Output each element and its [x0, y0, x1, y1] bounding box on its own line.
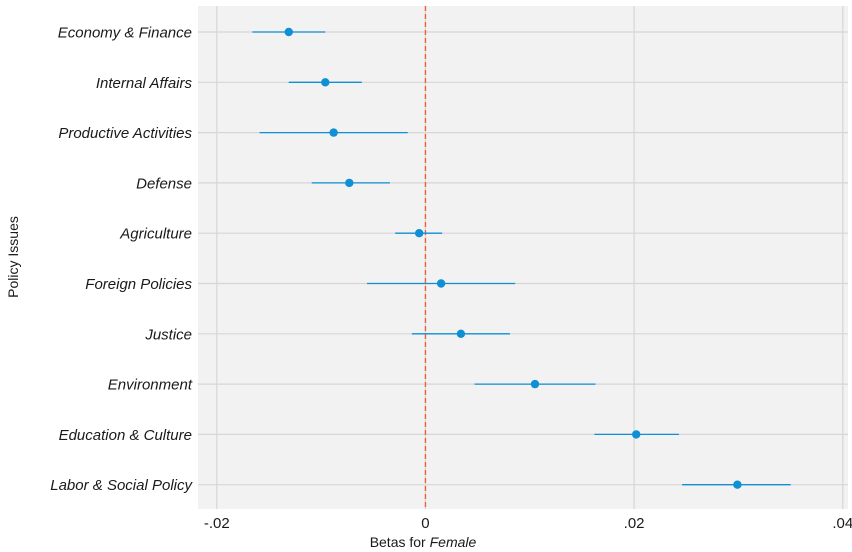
- x-axis-title-emph: Female: [430, 534, 477, 550]
- y-tick-label: Internal Affairs: [96, 75, 193, 92]
- estimate-point: [329, 128, 338, 137]
- estimate-point: [345, 178, 354, 188]
- estimate-point: [530, 379, 540, 389]
- estimate-point: [284, 27, 293, 37]
- x-axis-title: Betas for Female: [370, 534, 477, 550]
- estimate-point: [456, 329, 466, 338]
- y-tick-label: Defense: [136, 175, 192, 192]
- x-tick-label: 0: [421, 515, 429, 532]
- y-tick-label: Foreign Policies: [85, 276, 192, 293]
- y-tick-labels: Economy & Finance Internal Affairs Product…: [50, 25, 193, 495]
- y-tick-label: Agriculture: [119, 226, 192, 243]
- x-tick-label: -.02: [204, 515, 230, 532]
- plot-panel: [198, 6, 848, 509]
- estimate-point: [321, 78, 330, 87]
- x-tick-label: .04: [832, 515, 852, 532]
- estimate-point: [414, 229, 424, 238]
- y-tick-label: Economy & Finance: [58, 25, 192, 42]
- y-tick-label: Productive Activities: [58, 125, 192, 142]
- estimate-point: [436, 279, 446, 288]
- estimate-point: [632, 430, 641, 439]
- x-tick-labels: -.02 0 .02 .04: [204, 515, 852, 532]
- y-tick-label: Education & Culture: [59, 427, 192, 444]
- y-tick-label: Environment: [108, 377, 193, 394]
- estimate-point: [733, 480, 742, 489]
- data-marks: [252, 27, 791, 489]
- y-axis-title: Policy Issues: [5, 216, 21, 298]
- x-tick-label: .02: [624, 515, 645, 532]
- y-tick-label: Labor & Social Policy: [50, 477, 193, 494]
- y-tick-label: Justice: [144, 326, 192, 343]
